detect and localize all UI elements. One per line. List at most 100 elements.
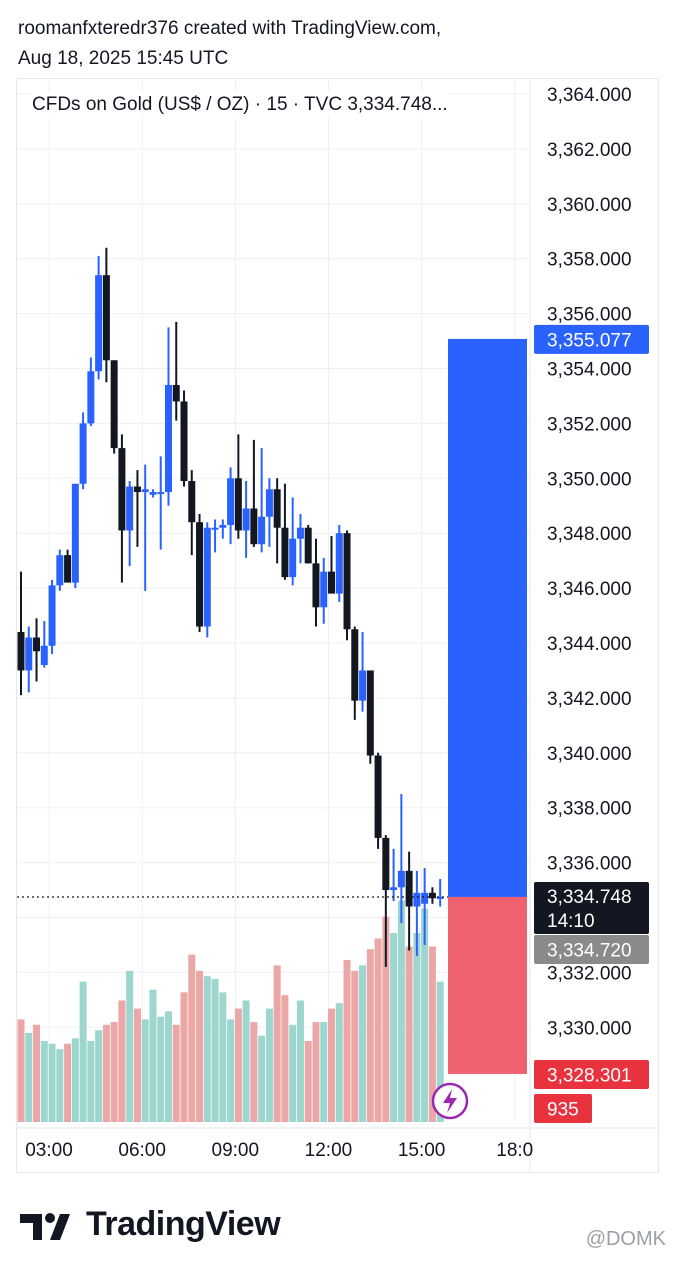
- candle-body[interactable]: [126, 486, 134, 531]
- volume-bar: [64, 1043, 72, 1122]
- chart-legend[interactable]: CFDs on Gold (US$ / OZ) · 15 · TVC 3,334…: [32, 92, 448, 118]
- bar-countdown-label: 14:10: [547, 911, 595, 932]
- candle-body[interactable]: [211, 527, 219, 530]
- candle-body[interactable]: [95, 275, 103, 372]
- candle-body[interactable]: [203, 527, 211, 627]
- candle-body[interactable]: [436, 896, 444, 899]
- candle-body[interactable]: [366, 670, 374, 756]
- candle-body[interactable]: [157, 492, 165, 495]
- volume-bar: [25, 1032, 33, 1122]
- candle-body[interactable]: [250, 508, 258, 545]
- candle-body[interactable]: [242, 508, 250, 531]
- stop-loss-zone[interactable]: [448, 896, 527, 1074]
- volume-bar: [382, 916, 390, 1122]
- volume-bar: [133, 1008, 141, 1122]
- candle-body[interactable]: [40, 645, 48, 665]
- author-line: roomanfxteredr376 created with TradingVi…: [18, 18, 442, 39]
- candle-body[interactable]: [118, 448, 126, 531]
- candle-body[interactable]: [110, 360, 118, 449]
- candle-body[interactable]: [351, 629, 359, 701]
- target-price-label: 3,355.077: [547, 330, 632, 351]
- candle-body[interactable]: [17, 632, 25, 671]
- candle-body[interactable]: [56, 555, 64, 586]
- bid-price-label-bg: [534, 934, 649, 964]
- candle-body[interactable]: [421, 892, 429, 904]
- x-tick-label: 06:00: [118, 1140, 166, 1161]
- volume-bar: [405, 946, 413, 1122]
- candle-body[interactable]: [320, 571, 328, 608]
- volume-bar: [428, 946, 436, 1122]
- candle-body[interactable]: [33, 637, 41, 652]
- candle-body[interactable]: [405, 870, 413, 907]
- candle-body[interactable]: [328, 571, 335, 594]
- candle-body[interactable]: [64, 555, 72, 583]
- candle-body[interactable]: [180, 401, 188, 482]
- candle-body[interactable]: [258, 516, 266, 545]
- y-tick-label: 3,362.000: [547, 140, 632, 161]
- watermark-text: @DOMK: [585, 1228, 666, 1250]
- volume-bar: [40, 1041, 48, 1122]
- y-tick-label: 3,352.000: [547, 414, 632, 435]
- candle-body[interactable]: [102, 275, 110, 361]
- volume-bar: [196, 970, 204, 1122]
- tradingview-logo[interactable]: TradingView: [20, 1205, 281, 1244]
- target-price-label-bg: [534, 324, 649, 354]
- volume-bar: [289, 1024, 297, 1122]
- candle-body[interactable]: [390, 887, 398, 891]
- timestamp-line: Aug 18, 2025 15:45 UTC: [18, 48, 229, 69]
- candle-body[interactable]: [234, 478, 242, 531]
- y-tick-label: 3,332.000: [547, 963, 632, 984]
- candle-body[interactable]: [48, 585, 56, 646]
- volume-bar: [157, 1016, 165, 1122]
- candle-body[interactable]: [25, 637, 33, 671]
- candle-body[interactable]: [304, 527, 312, 564]
- volume-bar: [33, 1024, 41, 1122]
- volume-bar: [227, 1019, 235, 1122]
- volume-bar: [304, 1041, 312, 1122]
- volume-bar: [149, 989, 157, 1122]
- candle-body[interactable]: [172, 384, 180, 402]
- candle-body[interactable]: [343, 533, 351, 630]
- candle-body[interactable]: [335, 533, 343, 594]
- candle-body[interactable]: [79, 423, 87, 484]
- candle-body[interactable]: [397, 870, 405, 888]
- volume-bar: [374, 938, 382, 1122]
- y-tick-label: 3,358.000: [547, 250, 632, 271]
- candle-body[interactable]: [359, 670, 367, 701]
- chart-frame: [16, 78, 659, 1173]
- candle-body[interactable]: [141, 489, 149, 493]
- candle-body[interactable]: [188, 481, 196, 523]
- candle-body[interactable]: [289, 538, 297, 578]
- volume-bar: [265, 1008, 273, 1122]
- volume-bar: [335, 1003, 343, 1122]
- candle-body[interactable]: [87, 371, 95, 424]
- volume-bar: [413, 933, 421, 1122]
- volume-value-label-bg: [534, 1094, 592, 1123]
- candle-body[interactable]: [164, 384, 172, 493]
- candle-body[interactable]: [196, 522, 204, 627]
- tradingview-logo-icon: [20, 1212, 70, 1240]
- brand-name: TradingView: [86, 1205, 281, 1243]
- candle-body[interactable]: [296, 527, 304, 539]
- candle-body[interactable]: [413, 892, 421, 907]
- y-tick-label: 3,356.000: [547, 305, 632, 326]
- volume-bar: [436, 981, 444, 1122]
- candle-body[interactable]: [273, 489, 281, 528]
- y-tick-label: 3,346.000: [547, 579, 632, 600]
- candle-body[interactable]: [312, 563, 320, 608]
- take-profit-zone[interactable]: [448, 338, 527, 897]
- candle-body[interactable]: [374, 755, 382, 838]
- chart-header: roomanfxteredr376 created with TradingVi…: [18, 14, 441, 74]
- candle-body[interactable]: [281, 527, 289, 578]
- candle-body[interactable]: [71, 483, 79, 583]
- candle-body[interactable]: [219, 524, 227, 528]
- volume-bar: [351, 970, 359, 1122]
- candle-body[interactable]: [382, 837, 390, 891]
- candle-body[interactable]: [133, 486, 141, 493]
- candle-body[interactable]: [149, 492, 157, 495]
- candle-body[interactable]: [265, 489, 273, 517]
- volume-bar: [390, 933, 398, 1122]
- candle-body[interactable]: [227, 478, 235, 525]
- candle-body[interactable]: [428, 892, 436, 899]
